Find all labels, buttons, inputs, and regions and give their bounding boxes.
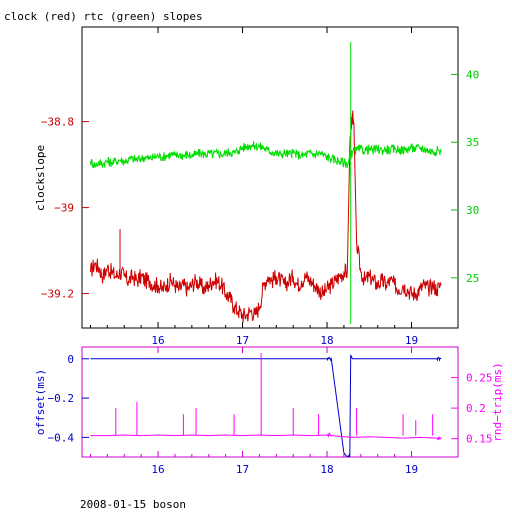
- right-tick-label: 40: [466, 68, 479, 81]
- x-tick-label: 17: [236, 334, 249, 347]
- right-tick-label: 0.25: [466, 372, 493, 385]
- x-tick-label: 18: [320, 334, 333, 347]
- left-tick-label: 0: [67, 353, 74, 366]
- chart-title: clock (red) rtc (green) slopes: [4, 10, 203, 23]
- right-tick-label: 0.2: [466, 402, 486, 415]
- upper-plot-frame: [81, 26, 459, 329]
- x-tick-label: 19: [405, 463, 418, 476]
- x-tick-label: 18: [320, 463, 333, 476]
- series-rnd-trip-line: [90, 432, 442, 441]
- lower-left-axis-label: offset(ms): [34, 369, 47, 435]
- right-tick-label: 30: [466, 204, 479, 217]
- lower-right-axis-label: rnd−trip(ms): [491, 362, 504, 441]
- right-tick-label: 0.15: [466, 433, 493, 446]
- series-offset-line: [90, 354, 442, 458]
- series-rtc-line: [89, 141, 442, 169]
- series-clock-line: [89, 110, 442, 323]
- left-tick-label: −0.2: [48, 392, 75, 405]
- left-tick-label: −38.8: [41, 116, 74, 129]
- upper-left-axis-label: clockslope: [34, 145, 47, 211]
- right-tick-label: 25: [466, 272, 479, 285]
- left-tick-label: −39: [54, 202, 74, 215]
- lower-panel: 16 17 18 190−0.2−0.4 0.150.20.25 offset(ms) …: [34, 346, 504, 476]
- left-tick-label: −0.4: [48, 431, 75, 444]
- left-tick-label: −39.2: [41, 288, 74, 301]
- x-tick-label: 17: [236, 463, 249, 476]
- upper-panel: 16 17 18 19 −38.8 −39 −39.2 25 30 35 40 clockslope: [34, 26, 479, 347]
- x-tick-label: 19: [405, 334, 418, 347]
- figure-caption: 2008-01-15 boson: [80, 498, 186, 511]
- right-tick-label: 35: [466, 136, 479, 149]
- x-tick-label: 16: [151, 334, 164, 347]
- x-tick-label: 16: [151, 463, 164, 476]
- lower-plot-frame: [81, 346, 459, 458]
